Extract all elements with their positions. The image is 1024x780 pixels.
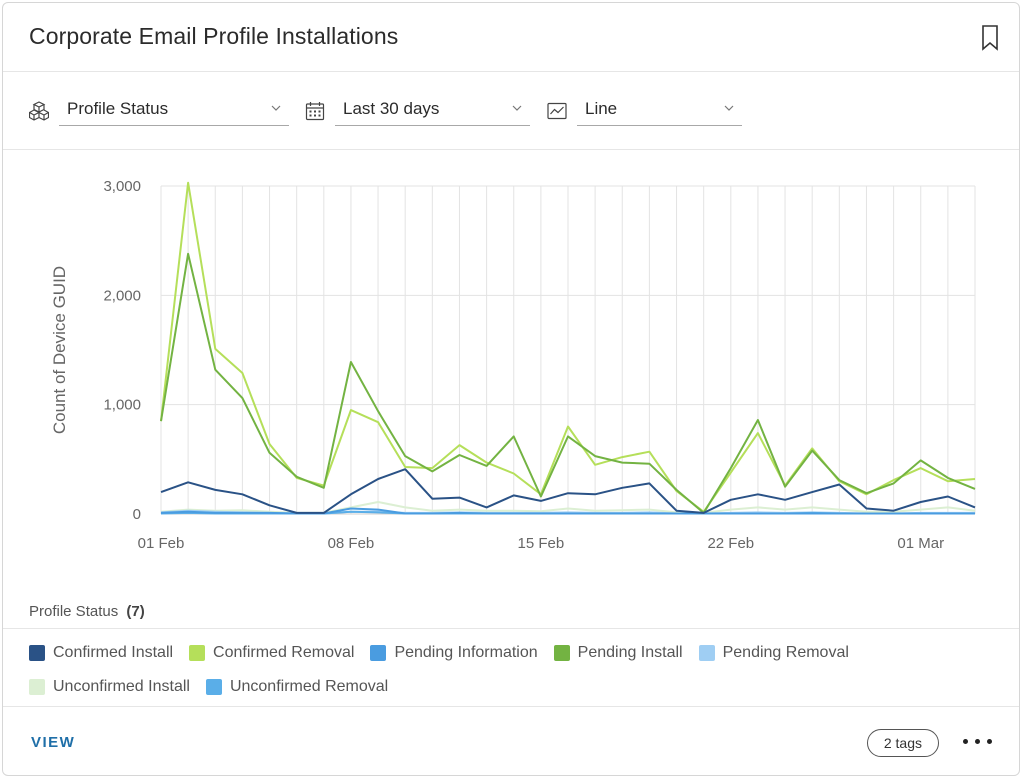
legend-count: (7) xyxy=(126,603,145,620)
legend-label: Pending Information xyxy=(394,644,538,661)
legend-swatch xyxy=(29,645,45,661)
legend-swatch xyxy=(189,645,206,661)
filter-bar: Profile Status Last 30 days Line xyxy=(3,71,1019,150)
legend-swatch xyxy=(205,679,222,695)
series-line-confirmed-install xyxy=(160,468,976,514)
chart-legend: Confirmed Install Confirmed Removal Pendin… xyxy=(29,643,949,711)
legend-item-unconfirmed-install[interactable]: Unconfirmed Install xyxy=(29,677,190,697)
x-tick-label: 15 Feb xyxy=(518,535,565,552)
view-link[interactable]: VIEW xyxy=(31,734,76,751)
legend-swatch xyxy=(29,679,45,695)
legend-swatch xyxy=(698,645,715,661)
chevron-down-icon xyxy=(724,105,734,111)
card-footer: VIEW 2 tags xyxy=(3,706,1019,775)
legend-item-unconfirmed-removal[interactable]: Unconfirmed Removal xyxy=(205,677,389,697)
x-tick-label: 08 Feb xyxy=(328,535,375,552)
card-header: Corporate Email Profile Installations xyxy=(3,3,1019,72)
legend-item-pending-information[interactable]: Pending Information xyxy=(370,643,538,663)
date-range-value: Last 30 days xyxy=(343,99,440,118)
legend-swatch xyxy=(553,645,570,661)
legend-divider xyxy=(3,628,1019,629)
group-by-select[interactable]: Profile Status xyxy=(59,91,289,126)
legend-item-pending-install[interactable]: Pending Install xyxy=(553,643,683,663)
x-tick-label: 01 Mar xyxy=(897,535,944,552)
y-tick-label: 2,000 xyxy=(103,287,141,304)
legend-label: Confirmed Removal xyxy=(213,644,355,661)
chart-type-value: Line xyxy=(585,99,618,118)
y-tick-label: 3,000 xyxy=(103,178,141,195)
line-chart: 0 1,000 2,000 3,000 01 Feb 08 Feb 15 Feb 22 Feb… xyxy=(50,178,976,552)
series-line-pending-install xyxy=(160,252,976,514)
legend-item-confirmed-install[interactable]: Confirmed Install xyxy=(29,643,173,663)
chevron-down-icon xyxy=(271,105,281,111)
legend-title-label: Profile Status xyxy=(29,603,119,620)
legend-label: Unconfirmed Install xyxy=(53,678,190,695)
legend-swatch xyxy=(370,645,387,661)
legend-title: Profile Status (7) xyxy=(29,603,145,620)
card-title: Corporate Email Profile Installations xyxy=(29,23,399,49)
y-tick-label: 0 xyxy=(133,506,141,523)
bookmark-icon[interactable] xyxy=(981,25,999,51)
y-axis-label: Count of Device GUID xyxy=(50,266,69,434)
date-range-select[interactable]: Last 30 days xyxy=(335,91,530,126)
chart-type-select[interactable]: Line xyxy=(577,91,742,126)
legend-label: Confirmed Install xyxy=(53,644,174,661)
group-by-value: Profile Status xyxy=(67,99,169,118)
more-dots-icon[interactable] xyxy=(961,731,995,751)
y-tick-label: 1,000 xyxy=(103,397,141,414)
chevron-down-icon xyxy=(512,105,522,111)
x-tick-label: 22 Feb xyxy=(707,535,754,552)
calendar-icon xyxy=(305,102,325,121)
legend-item-confirmed-removal[interactable]: Confirmed Removal xyxy=(189,643,354,663)
x-tick-label: 01 Feb xyxy=(138,535,185,552)
tags-button[interactable]: 2 tags xyxy=(866,729,939,757)
legend-label: Pending Install xyxy=(577,644,683,661)
legend-label: Pending Removal xyxy=(722,644,849,661)
legend-item-pending-removal[interactable]: Pending Removal xyxy=(698,643,849,663)
cubes-icon xyxy=(29,101,49,121)
line-chart-icon xyxy=(547,102,567,120)
legend-label: Unconfirmed Removal xyxy=(229,678,389,695)
